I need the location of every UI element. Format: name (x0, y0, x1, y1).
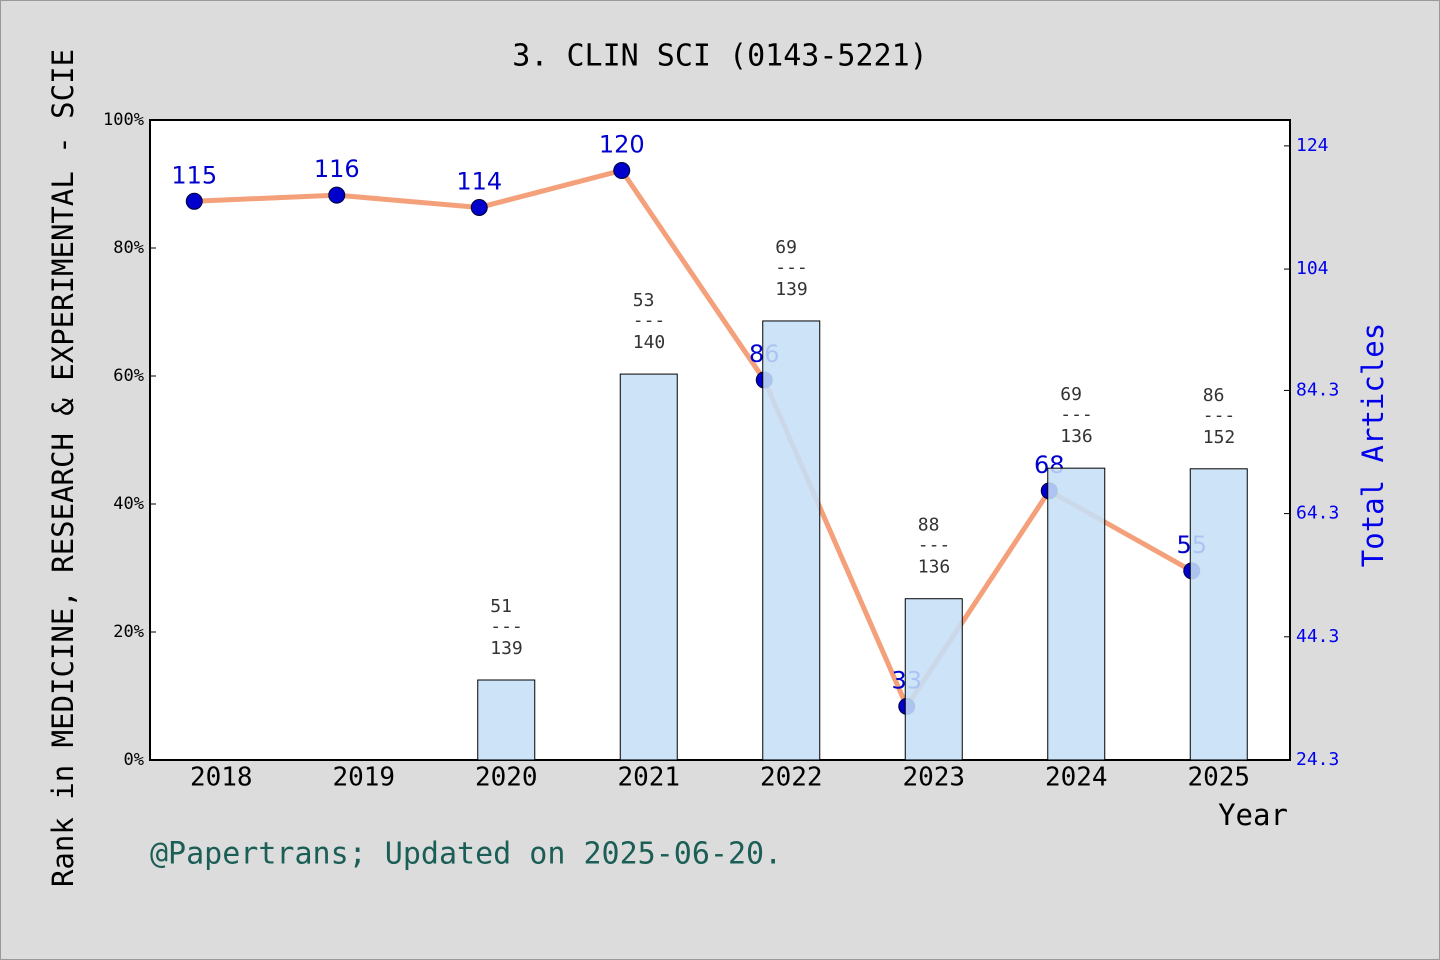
y2-tick-label: 64.3 (1296, 503, 1339, 524)
point-label: 116 (314, 155, 360, 183)
y-tick-label: 60% (113, 366, 144, 386)
x-tick-label: 2019 (332, 763, 395, 793)
bar-rank: 88 (918, 515, 940, 536)
bar-separator: --- (775, 257, 808, 278)
x-tick-label: 2022 (760, 763, 823, 793)
y2-tick-label: 24.3 (1296, 749, 1339, 770)
y-tick-label: 100% (103, 110, 144, 130)
bar-separator: --- (633, 310, 666, 331)
x-axis-label: Year (1218, 798, 1288, 832)
y-tick-label: 20% (113, 622, 144, 642)
point-label: 115 (171, 161, 217, 189)
y2-tick-label: 124 (1296, 135, 1329, 156)
y2-tick-label: 84.3 (1296, 379, 1339, 400)
bar (477, 679, 536, 761)
line (194, 167, 1193, 712)
y2-tick-label: 44.3 (1296, 626, 1339, 647)
x-tick-label: 2025 (1187, 763, 1250, 793)
x-tick-label: 2018 (190, 763, 253, 793)
plot-area (149, 119, 1291, 761)
bar (762, 320, 821, 761)
y-tick-label: 80% (113, 238, 144, 258)
y2-axis-label: Total Articles (1356, 323, 1390, 567)
x-tick-label: 2024 (1045, 763, 1108, 793)
bar-total: 136 (1060, 426, 1093, 447)
bar-total: 136 (918, 557, 951, 578)
point (328, 186, 346, 204)
point (613, 162, 631, 180)
point (185, 192, 203, 210)
point-label: 114 (456, 167, 502, 195)
bar-separator: --- (490, 616, 523, 637)
footer: @Papertrans; Updated on 2025-06-20. (150, 837, 782, 872)
bar (619, 373, 678, 761)
point (470, 198, 488, 216)
x-tick-label: 2020 (475, 763, 538, 793)
bar-rank: 86 (1203, 385, 1225, 406)
y2-tick-label: 104 (1296, 258, 1329, 279)
bar-rank: 69 (1060, 384, 1082, 405)
bar-rank: 69 (775, 237, 797, 258)
bar-total: 139 (490, 638, 523, 659)
y-axis-label: Rank in MEDICINE, RESEARCH & EXPERIMENTA… (46, 49, 80, 887)
bar-total: 140 (633, 332, 666, 353)
chart-title: 3. CLIN SCI (0143-5221) (512, 39, 927, 74)
bar-total: 139 (775, 279, 808, 300)
bar-separator: --- (918, 535, 951, 556)
bar (1047, 467, 1106, 761)
point-label: 120 (599, 131, 645, 159)
bar-total: 152 (1203, 427, 1236, 448)
bar-rank: 51 (490, 596, 512, 617)
bar-separator: --- (1060, 404, 1093, 425)
y-tick-label: 40% (113, 494, 144, 514)
x-tick-label: 2023 (902, 763, 965, 793)
bar (904, 598, 963, 761)
x-tick-label: 2021 (617, 763, 680, 793)
bar-rank: 53 (633, 290, 655, 311)
bar-separator: --- (1203, 405, 1236, 426)
y-tick-label: 0% (124, 750, 144, 770)
bar (1189, 468, 1248, 761)
